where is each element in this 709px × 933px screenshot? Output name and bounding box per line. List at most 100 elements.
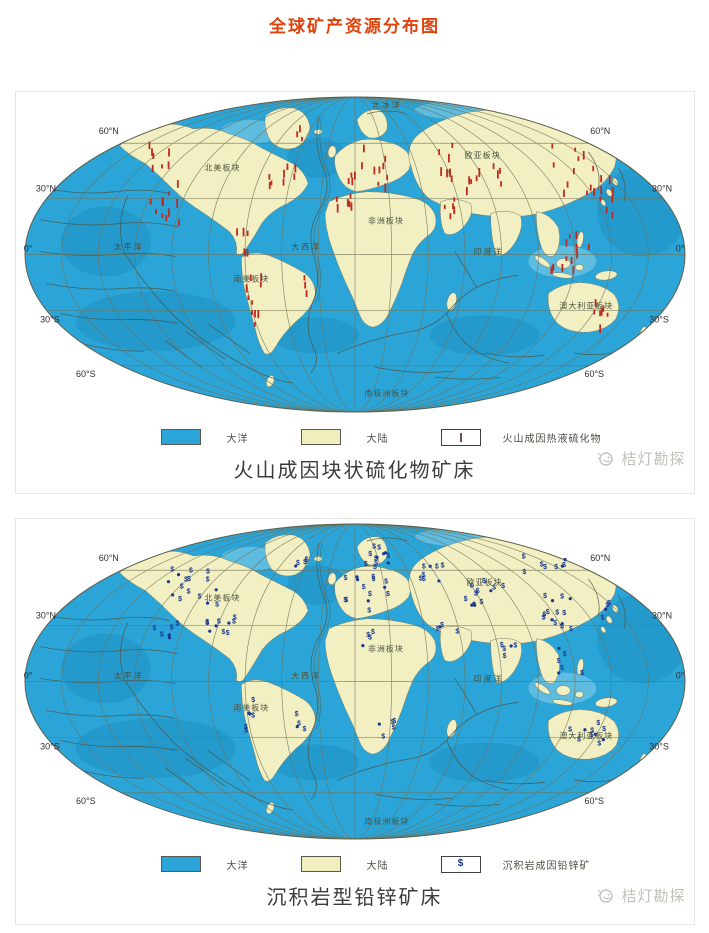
- svg-text:0°: 0°: [675, 244, 684, 254]
- legend-item-vms-symbol: 火山成因热液硫化物: [440, 428, 694, 446]
- svg-text:$: $: [205, 620, 209, 627]
- svg-text:60°N: 60°N: [590, 553, 610, 563]
- svg-text:$: $: [344, 597, 348, 604]
- map-labels-layer: 60°N 60°N 30°N 30°N 0° 0° 30°S 30°S 60°S 60°S 太平洋 大…: [23, 553, 684, 826]
- svg-text:$: $: [560, 593, 564, 600]
- legend-item-pbzn-symbol: $ 沉积岩成因铅锌矿: [440, 855, 694, 873]
- svg-text:$: $: [492, 585, 496, 592]
- map-caption-pbzn: 沉积岩型铅锌矿床: [266, 887, 443, 909]
- svg-text:$: $: [215, 601, 219, 608]
- svg-text:$: $: [521, 553, 525, 560]
- svg-text:$: $: [221, 629, 225, 636]
- svg-text:北冰洋: 北冰洋: [371, 100, 401, 110]
- legend-item-continent: 大陆: [300, 856, 441, 872]
- svg-text:印度洋: 印度洋: [473, 674, 503, 684]
- svg-text:60°S: 60°S: [584, 796, 604, 806]
- svg-text:$: $: [372, 564, 376, 571]
- legend-swatch-ocean: [160, 856, 201, 872]
- svg-text:$: $: [560, 624, 564, 631]
- dollar-icon: $: [457, 858, 464, 869]
- svg-text:$: $: [205, 576, 209, 583]
- map-caption-vms: 火山成因块状硫化物矿床: [233, 460, 476, 482]
- svg-text:$: $: [434, 563, 438, 570]
- svg-text:$: $: [152, 625, 156, 632]
- svg-text:60°N: 60°N: [590, 126, 610, 136]
- svg-text:印度洋: 印度洋: [473, 247, 503, 257]
- svg-text:$: $: [381, 733, 385, 740]
- svg-text:$: $: [513, 643, 517, 650]
- svg-text:$: $: [216, 618, 220, 625]
- svg-text:$: $: [542, 611, 546, 618]
- svg-text:$: $: [455, 629, 459, 636]
- svg-text:$: $: [562, 651, 566, 658]
- svg-text:$: $: [475, 588, 479, 595]
- svg-text:$: $: [179, 584, 183, 591]
- svg-text:$: $: [184, 576, 188, 583]
- svg-text:$: $: [302, 726, 306, 733]
- world-map-pbzn: $$$$$$$$$$$$ $$$$$$$$$ $$$$$$$$$$$$ $$$$$$$…: [23, 519, 694, 848]
- svg-text:$: $: [555, 609, 559, 616]
- svg-text:$: $: [600, 614, 604, 621]
- svg-text:$: $: [366, 632, 370, 639]
- watermark: 桔灯勘探: [597, 885, 685, 906]
- svg-text:$: $: [479, 599, 483, 606]
- svg-text:$: $: [596, 720, 600, 727]
- svg-text:$: $: [390, 719, 394, 726]
- svg-text:$: $: [589, 732, 593, 739]
- watermark-text: 桔灯勘探: [621, 888, 686, 905]
- legend-pbzn: 大洋 大陆 $ 沉积岩成因铅锌矿: [16, 853, 694, 875]
- svg-text:$: $: [243, 724, 247, 731]
- svg-text:$: $: [577, 737, 581, 744]
- legend-label-ocean: 大洋: [226, 433, 249, 445]
- svg-text:$: $: [374, 560, 378, 567]
- svg-text:$: $: [363, 561, 367, 568]
- svg-text:0°: 0°: [675, 671, 684, 681]
- svg-text:$: $: [482, 578, 486, 585]
- svg-text:0°: 0°: [23, 244, 32, 254]
- svg-text:$: $: [251, 713, 255, 720]
- svg-text:$: $: [473, 590, 477, 597]
- legend-symbol-box-pbzn: $: [440, 855, 481, 873]
- svg-text:$: $: [385, 591, 389, 598]
- svg-text:$: $: [502, 646, 506, 653]
- svg-text:$: $: [602, 726, 606, 733]
- svg-text:$: $: [421, 576, 425, 583]
- svg-text:$: $: [368, 634, 372, 641]
- svg-text:$: $: [440, 562, 444, 569]
- vms-tick-icon: [459, 432, 462, 442]
- svg-text:30°N: 30°N: [652, 184, 672, 194]
- svg-text:$: $: [303, 559, 307, 566]
- vms-deposit-markers-layer: [148, 125, 614, 334]
- svg-text:$: $: [186, 589, 190, 596]
- svg-text:$: $: [186, 576, 190, 583]
- svg-text:$: $: [371, 576, 375, 583]
- svg-text:$: $: [501, 583, 505, 590]
- svg-text:$: $: [373, 556, 377, 563]
- svg-text:$: $: [543, 564, 547, 571]
- svg-text:60°S: 60°S: [76, 796, 96, 806]
- svg-text:$: $: [175, 620, 179, 627]
- svg-text:$: $: [197, 593, 201, 600]
- svg-text:$: $: [225, 630, 229, 637]
- svg-text:$: $: [554, 564, 558, 571]
- svg-text:$: $: [297, 720, 301, 727]
- svg-text:$: $: [418, 575, 422, 582]
- svg-text:南美板块: 南美板块: [233, 273, 269, 283]
- svg-text:$: $: [368, 591, 372, 598]
- svg-text:$: $: [343, 575, 347, 582]
- svg-text:太平洋: 太平洋: [113, 242, 143, 252]
- svg-text:大西洋: 大西洋: [291, 242, 321, 252]
- legend-swatch-continent: [300, 429, 341, 445]
- svg-text:$: $: [296, 560, 300, 567]
- watermark-logo-icon: [598, 889, 614, 903]
- svg-text:$: $: [371, 629, 375, 636]
- svg-text:$: $: [435, 626, 439, 633]
- svg-text:$: $: [556, 658, 560, 665]
- svg-text:$: $: [159, 632, 163, 639]
- svg-text:30°S: 30°S: [40, 741, 60, 751]
- svg-text:$: $: [560, 665, 564, 672]
- watermark: 桔灯勘探: [597, 448, 685, 469]
- svg-text:澳大利亚板块: 澳大利亚板块: [559, 300, 613, 310]
- svg-text:$: $: [440, 622, 444, 629]
- pbzn-deposit-markers-layer: $$$$$$$$$$$$ $$$$$$$$$ $$$$$$$$$$$$ $$$$$$$…: [152, 543, 611, 747]
